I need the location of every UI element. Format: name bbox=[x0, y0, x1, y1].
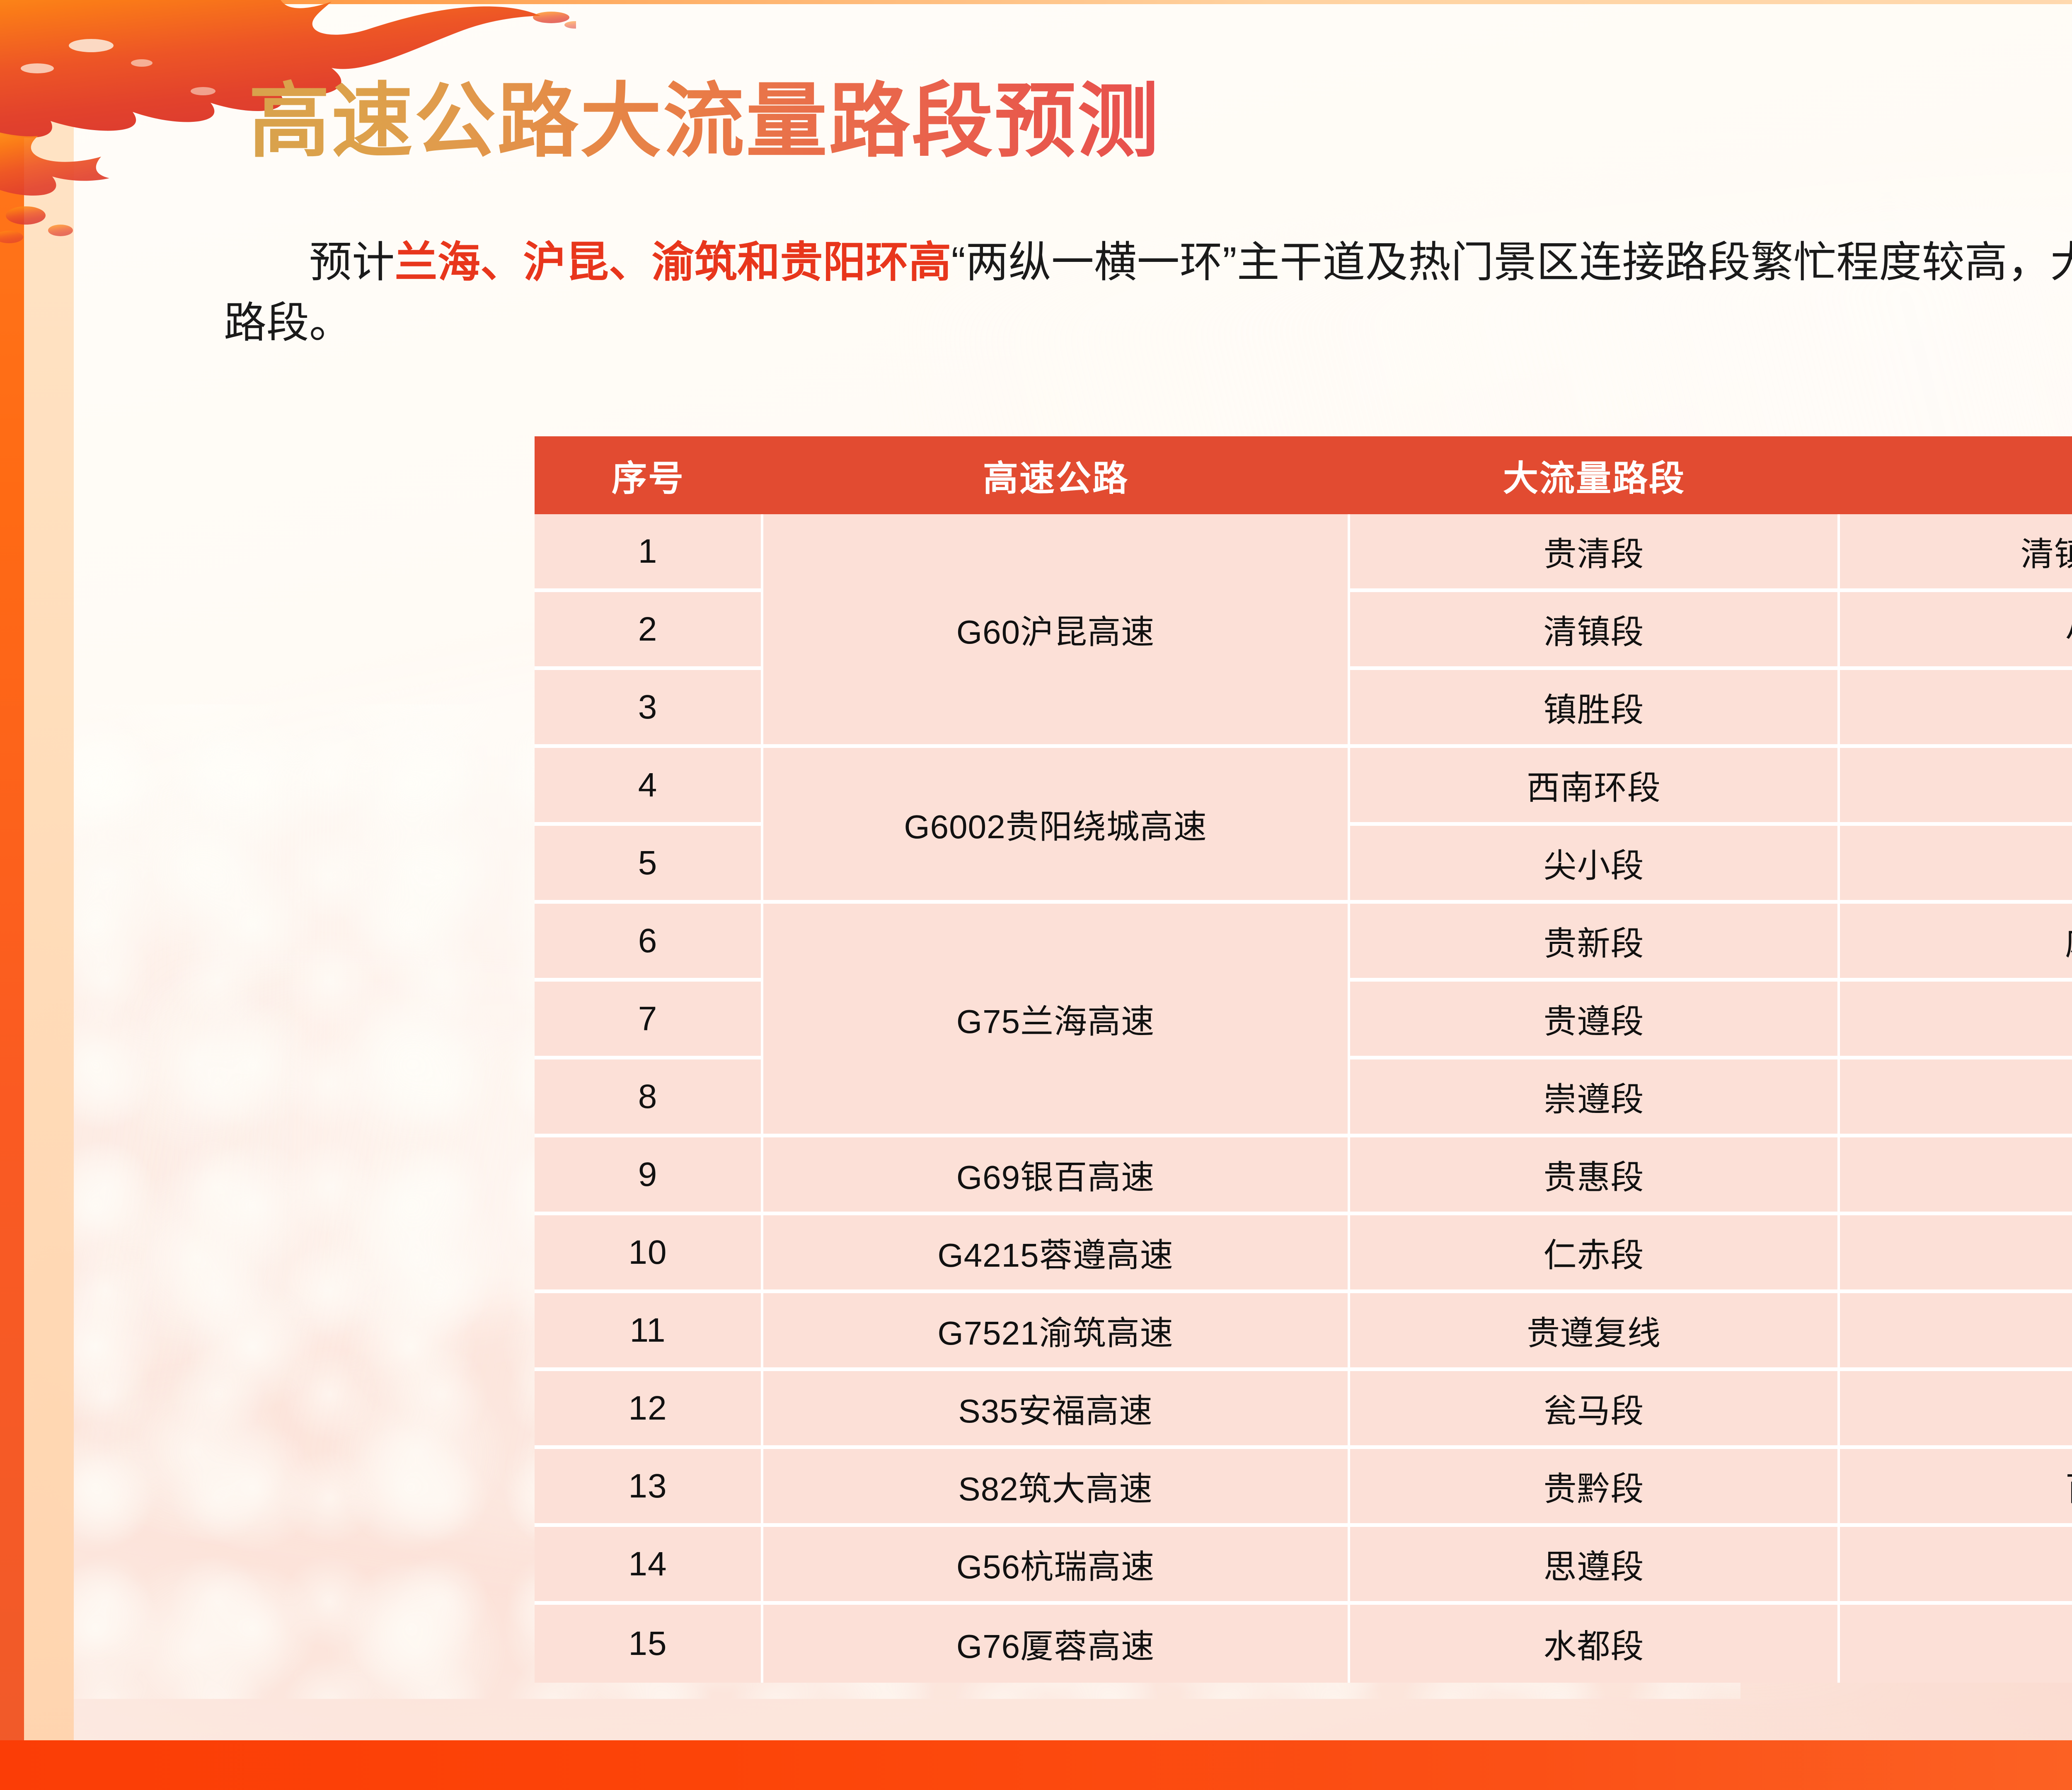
column-header-index: 序号 bbox=[535, 436, 763, 514]
cell-index: 11 bbox=[535, 1293, 763, 1371]
cell-segment: 崇遵段 bbox=[1350, 1059, 1840, 1137]
cell-highway: G6002贵阳绕城高速 bbox=[763, 748, 1350, 904]
cell-index: 10 bbox=[535, 1215, 763, 1293]
cell-highway: G69银百高速 bbox=[763, 1137, 1350, 1215]
cell-congestion: 干井枢纽至白云站 bbox=[1840, 748, 2072, 826]
cell-segment: 贵清段 bbox=[1350, 514, 1840, 592]
table-row: 10G4215蓉遵高速仁赤段大坝站到仁怀北站 bbox=[535, 1215, 2072, 1293]
cell-congestion: 火石坡站至贵阳东站 bbox=[1840, 826, 2072, 904]
table-row: 14G56杭瑞高速思遵段青山枢纽至湄潭站 bbox=[535, 1527, 2072, 1605]
cell-congestion: 开阳南站至楠木渡站 bbox=[1840, 1293, 2072, 1371]
cell-highway: S35安福高速 bbox=[763, 1371, 1350, 1449]
cell-highway: G4215蓉遵高速 bbox=[763, 1215, 1350, 1293]
cell-segment: 尖小段 bbox=[1350, 826, 1840, 904]
cell-segment: 贵遵段 bbox=[1350, 982, 1840, 1059]
column-header-highway: 高速公路 bbox=[763, 436, 1350, 514]
flow-forecast-table: 序号 高速公路 大流量路段 易拥堵区间 1G60沪昆高速贵清段清镇E互通立交、红… bbox=[535, 436, 2072, 1683]
table-row: 9G69银百高速贵惠段青岩站至惠水站 bbox=[535, 1137, 2072, 1215]
table-row: 8 崇遵段遵义北站至南白站 bbox=[535, 1059, 2072, 1137]
cell-segment: 清镇段 bbox=[1350, 592, 1840, 670]
table-row: 11G7521渝筑高速贵遵复线开阳南站至楠木渡站 bbox=[535, 1293, 2072, 1371]
table-row: 6G75兰海高速贵新段麻江服务区至都匀南站 bbox=[535, 904, 2072, 1137]
cell-congestion: 小屯枢纽至郑家屯枢纽 bbox=[1840, 592, 2072, 670]
flow-forecast-table-container: 序号 高速公路 大流量路段 易拥堵区间 1G60沪昆高速贵清段清镇E互通立交、红… bbox=[535, 436, 2072, 1683]
column-header-segment: 大流量路段 bbox=[1350, 436, 1840, 514]
cell-highway: G75兰海高速 bbox=[763, 904, 1350, 1137]
paragraph-highlight: 兰海、沪昆、渝筑和贵阳环高 bbox=[395, 238, 951, 286]
cell-index: 8 bbox=[535, 1059, 763, 1137]
bottom-border-bar bbox=[0, 1740, 2072, 1790]
table-row: 7 贵遵段沙文站至久长站 bbox=[535, 982, 2072, 1059]
cell-congestion: 遵义北站至南白站 bbox=[1840, 1059, 2072, 1137]
cell-segment: 贵惠段 bbox=[1350, 1137, 1840, 1215]
column-header-congestion: 易拥堵区间 bbox=[1840, 436, 2072, 514]
table-header-row: 序号 高速公路 大流量路段 易拥堵区间 bbox=[535, 436, 2072, 514]
cell-congestion: 瓮安南站至福泉北站 bbox=[1840, 1371, 2072, 1449]
top-border-strip bbox=[0, 0, 2072, 4]
table-row: 12S35安福高速瓮马段瓮安南站至福泉北站 bbox=[535, 1371, 2072, 1449]
table-row: 15G76厦蓉高速水都段洛香枢纽附近 bbox=[535, 1605, 2072, 1683]
cell-segment: 贵遵复线 bbox=[1350, 1293, 1840, 1371]
table-row: 3 镇胜段黄果树景区附近 bbox=[535, 670, 2072, 748]
cell-segment: 西南环段 bbox=[1350, 748, 1840, 826]
table-row: 4G6002贵阳绕城高速西南环段干井枢纽至白云站 bbox=[535, 748, 2072, 904]
cell-highway: S82筑大高速 bbox=[763, 1449, 1350, 1527]
paragraph-text: “两纵一横一环”主干道及热门景区连接路段繁忙程度较高，大流量高速公路路段主要有 bbox=[951, 238, 2072, 286]
cell-highway: G60沪昆高速 bbox=[763, 514, 1350, 748]
cell-congestion: 大坝站到仁怀北站 bbox=[1840, 1215, 2072, 1293]
cell-index: 6 bbox=[535, 904, 763, 982]
cell-index: 7 bbox=[535, 982, 763, 1059]
cell-congestion: 洛香枢纽附近 bbox=[1840, 1605, 2072, 1683]
paragraph-text: 等路段。 bbox=[224, 299, 352, 347]
cell-highway: G56杭瑞高速 bbox=[763, 1527, 1350, 1605]
table-body: 1G60沪昆高速贵清段清镇E互通立交、红枫湖大桥2清镇段小屯枢纽至郑家屯枢纽3镇… bbox=[535, 514, 2072, 1683]
paragraph-text: 预计 bbox=[309, 238, 395, 286]
cell-congestion: 黄果树景区附近 bbox=[1840, 670, 2072, 748]
cell-segment: 仁赤段 bbox=[1350, 1215, 1840, 1293]
cell-highway: G7521渝筑高速 bbox=[763, 1293, 1350, 1371]
cell-segment: 水都段 bbox=[1350, 1605, 1840, 1683]
table-row: 13S82筑大高速贵黔段百花湖站至黔西坪子站 bbox=[535, 1449, 2072, 1527]
left-inner-band bbox=[24, 0, 74, 1790]
cell-segment: 贵新段 bbox=[1350, 904, 1840, 982]
cell-index: 14 bbox=[535, 1527, 763, 1605]
table-row: 5 尖小段火石坡站至贵阳东站 bbox=[535, 826, 2072, 904]
cell-segment: 瓮马段 bbox=[1350, 1371, 1840, 1449]
cell-index: 2 bbox=[535, 592, 763, 670]
cell-index: 13 bbox=[535, 1449, 763, 1527]
cell-index: 15 bbox=[535, 1605, 763, 1683]
cell-congestion: 清镇E互通立交、红枫湖大桥 bbox=[1840, 514, 2072, 592]
cell-segment: 贵黔段 bbox=[1350, 1449, 1840, 1527]
table-row: 2 清镇段小屯枢纽至郑家屯枢纽 bbox=[535, 592, 2072, 670]
cell-segment: 思遵段 bbox=[1350, 1527, 1840, 1605]
cell-segment: 镇胜段 bbox=[1350, 670, 1840, 748]
cell-index: 4 bbox=[535, 748, 763, 826]
cell-congestion: 青山枢纽至湄潭站 bbox=[1840, 1527, 2072, 1605]
cell-congestion: 百花湖站至黔西坪子站 bbox=[1840, 1449, 2072, 1527]
cell-index: 1 bbox=[535, 514, 763, 592]
cell-congestion: 青岩站至惠水站 bbox=[1840, 1137, 2072, 1215]
left-border-strip bbox=[0, 0, 24, 1790]
summary-paragraph: 预计兰海、沪昆、渝筑和贵阳环高“两纵一横一环”主干道及热门景区连接路段繁忙程度较… bbox=[224, 232, 2072, 353]
cell-index: 9 bbox=[535, 1137, 763, 1215]
cell-index: 3 bbox=[535, 670, 763, 748]
page-title: 高速公路大流量路段预测 bbox=[249, 76, 1161, 167]
cell-index: 5 bbox=[535, 826, 763, 904]
cell-index: 12 bbox=[535, 1371, 763, 1449]
table-row: 1G60沪昆高速贵清段清镇E互通立交、红枫湖大桥 bbox=[535, 514, 2072, 748]
cell-congestion: 沙文站至久长站 bbox=[1840, 982, 2072, 1059]
cell-congestion: 麻江服务区至都匀南站 bbox=[1840, 904, 2072, 982]
cell-highway: G76厦蓉高速 bbox=[763, 1605, 1350, 1683]
